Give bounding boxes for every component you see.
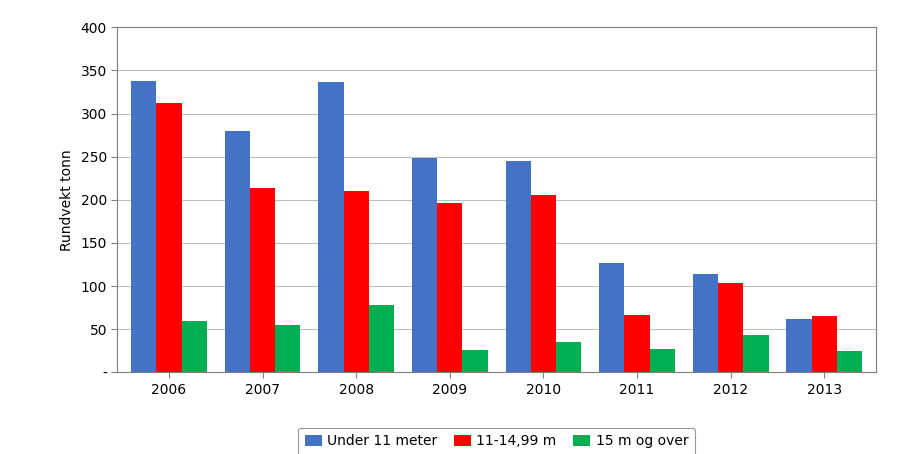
Bar	[556, 342, 581, 372]
Bar	[225, 131, 250, 372]
Bar	[275, 325, 300, 372]
Bar	[599, 263, 624, 372]
Bar	[836, 350, 861, 372]
Bar	[437, 203, 462, 372]
Bar	[717, 283, 742, 372]
Bar	[131, 81, 156, 372]
Y-axis label: Rundvekt tonn: Rundvekt tonn	[60, 149, 74, 251]
Bar	[811, 316, 836, 372]
Bar	[530, 195, 556, 372]
Legend: Under 11 meter, 11-14,99 m, 15 m og over: Under 11 meter, 11-14,99 m, 15 m og over	[298, 428, 695, 454]
Bar	[156, 103, 181, 372]
Bar	[250, 188, 275, 372]
Bar	[318, 83, 343, 372]
Bar	[649, 349, 675, 372]
Bar	[343, 191, 368, 372]
Bar	[505, 161, 530, 372]
Bar	[786, 319, 811, 372]
Bar	[624, 316, 649, 372]
Bar	[181, 321, 207, 372]
Bar	[692, 274, 717, 372]
Bar	[462, 350, 487, 372]
Bar	[368, 305, 393, 372]
Bar	[411, 158, 437, 372]
Bar	[742, 335, 768, 372]
